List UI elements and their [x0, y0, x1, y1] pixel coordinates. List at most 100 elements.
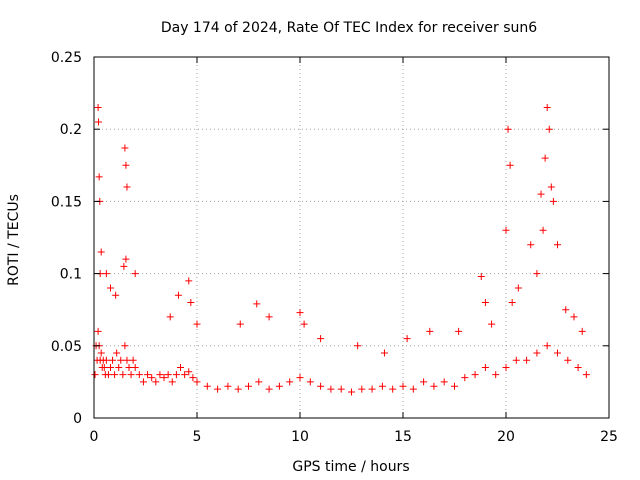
y-tick-label: 0.25: [51, 50, 82, 66]
data-point: [224, 382, 232, 390]
data-point: [94, 104, 102, 112]
data-point: [539, 226, 547, 234]
data-point: [574, 363, 582, 371]
data-point: [440, 378, 448, 386]
data-point: [156, 371, 164, 379]
data-point: [488, 320, 496, 328]
data-point: [265, 313, 273, 321]
data-point: [148, 374, 156, 382]
x-tick-label: 25: [600, 429, 618, 445]
data-point: [481, 298, 489, 306]
y-axis-label: ROTI / TECUs: [6, 194, 22, 286]
data-point: [109, 356, 117, 364]
data-points: [91, 104, 590, 396]
data-point: [506, 161, 514, 169]
data-point: [455, 327, 463, 335]
data-point: [389, 385, 397, 393]
data-point: [97, 349, 105, 357]
data-point: [122, 161, 130, 169]
data-point: [135, 371, 143, 379]
data-point: [123, 183, 131, 191]
data-point: [523, 356, 531, 364]
data-point: [121, 144, 129, 152]
data-point: [477, 272, 485, 280]
data-point: [570, 313, 578, 321]
data-point: [420, 378, 428, 386]
data-point: [185, 277, 193, 285]
data-point: [172, 371, 180, 379]
data-point: [492, 371, 500, 379]
data-point: [166, 313, 174, 321]
data-point: [409, 385, 417, 393]
data-point: [102, 270, 110, 278]
data-point: [120, 262, 128, 270]
x-tick-label: 20: [497, 429, 515, 445]
data-point: [508, 298, 516, 306]
grid-lines: [94, 57, 609, 418]
data-point: [399, 382, 407, 390]
data-point: [378, 382, 386, 390]
y-tick-label: 0.05: [51, 339, 82, 355]
data-point: [554, 349, 561, 357]
data-point: [564, 356, 572, 364]
data-point: [296, 309, 304, 317]
data-point: [578, 327, 586, 335]
data-point: [119, 371, 127, 379]
data-point: [451, 382, 458, 390]
x-tick-label: 5: [193, 429, 202, 445]
data-point: [358, 385, 366, 393]
data-point: [111, 371, 119, 379]
data-point: [286, 378, 294, 386]
y-tick-label: 0.2: [60, 122, 82, 138]
data-point: [265, 385, 273, 393]
data-point: [129, 356, 137, 364]
data-point: [106, 363, 114, 371]
data-point: [127, 371, 135, 379]
data-point: [327, 385, 335, 393]
data-point: [317, 335, 325, 343]
x-tick-label: 15: [394, 429, 412, 445]
data-point: [131, 363, 139, 371]
y-tick-label: 0.15: [51, 194, 82, 210]
data-point: [543, 342, 551, 350]
data-point: [177, 363, 185, 371]
data-point: [95, 173, 103, 181]
data-point: [554, 241, 561, 249]
data-point: [91, 371, 99, 379]
data-point: [160, 374, 168, 382]
data-point: [187, 298, 195, 306]
data-point: [168, 378, 176, 386]
data-point: [562, 306, 570, 314]
data-point: [368, 385, 376, 393]
y-tick-labels: 0 0.05 0.1 0.15 0.2 0.25: [51, 50, 82, 427]
data-point: [549, 197, 557, 205]
y-tick-label: 0.1: [60, 267, 82, 283]
data-point: [354, 342, 362, 350]
data-point: [533, 270, 541, 278]
data-point: [541, 154, 549, 162]
data-point: [121, 342, 129, 350]
data-point: [471, 371, 479, 379]
y-tick-label: 0: [73, 411, 82, 427]
data-point: [502, 226, 510, 234]
x-axis-label: GPS time / hours: [292, 459, 409, 475]
data-point: [255, 378, 263, 386]
data-point: [317, 382, 325, 390]
data-point: [152, 378, 160, 386]
data-point: [461, 374, 469, 382]
data-point: [481, 363, 489, 371]
data-point: [181, 371, 189, 379]
data-point: [123, 356, 131, 364]
x-tick-labels: 0 5 10 15 20 25: [90, 429, 618, 445]
data-point: [144, 371, 152, 379]
data-point: [174, 291, 182, 299]
data-point: [164, 371, 172, 379]
data-point: [380, 349, 388, 357]
plot-frame: [93, 56, 610, 419]
data-point: [337, 385, 345, 393]
data-point: [185, 368, 193, 376]
data-point: [193, 320, 201, 328]
data-point: [582, 371, 590, 379]
data-point: [104, 371, 112, 379]
